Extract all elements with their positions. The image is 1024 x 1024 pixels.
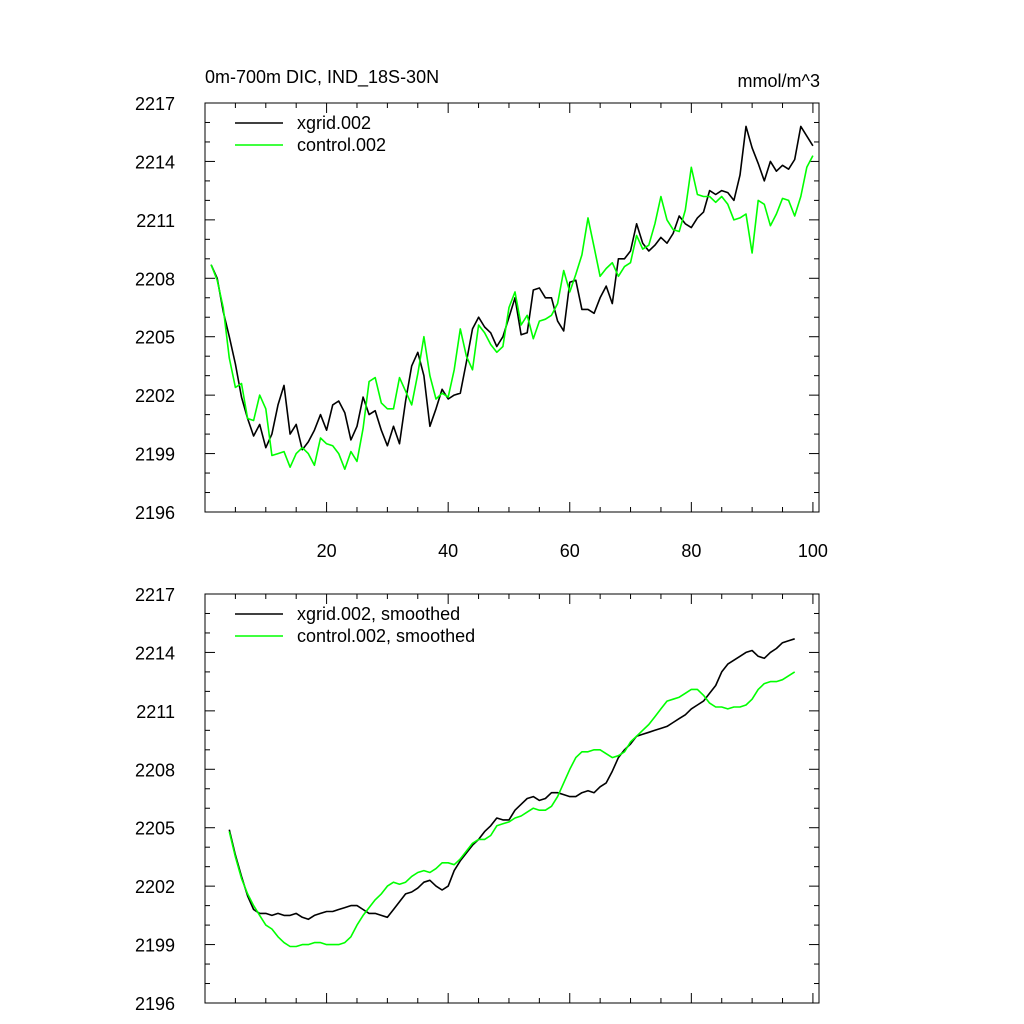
series-line-xgrid <box>228 638 795 921</box>
y-tick-label: 2205 <box>135 819 175 839</box>
y-tick-label: 2196 <box>135 994 175 1014</box>
chart-bottom: 2196 2199 2202 2205 2208 2211 2214 2217 xgrid.0… <box>135 585 820 1014</box>
legend-label: control.002 <box>297 135 386 155</box>
series-line-xgrid <box>210 125 814 451</box>
series-line-control <box>228 671 796 948</box>
y-tick-label: 2202 <box>135 877 175 897</box>
gridlines: 2196 2199 2202 2205 2208 2211 2214 2217 <box>135 585 819 1014</box>
y-tick-label: 2211 <box>136 211 175 231</box>
y-tick-label: 2199 <box>135 445 175 465</box>
y-tick-label: 2208 <box>135 760 175 780</box>
x-tick-label: 100 <box>798 541 828 561</box>
x-tick-label: 40 <box>438 541 458 561</box>
chart-title: 0m-700m DIC, IND_18S-30N <box>205 67 439 88</box>
y-tick-label: 2208 <box>135 269 175 289</box>
x-tick-label: 80 <box>681 541 701 561</box>
y-tick-label: 2202 <box>135 386 175 406</box>
y-tick-label: 2214 <box>135 152 175 172</box>
y-tick-label: 2196 <box>135 503 175 523</box>
x-tick-label: 20 <box>317 541 337 561</box>
series-line-control <box>210 155 814 471</box>
series-layer <box>228 638 796 948</box>
y-tick-label: 2214 <box>135 643 175 663</box>
plot-frame <box>204 593 820 1004</box>
legend-label: xgrid.002 <box>297 113 371 133</box>
y-tick-label: 2211 <box>136 702 175 722</box>
chart-top: 0m-700m DIC, IND_18S-30N mmol/m^3 219621… <box>135 67 828 561</box>
units-label: mmol/m^3 <box>738 71 820 91</box>
legend-label: control.002, smoothed <box>297 626 475 646</box>
y-tick-label: 2217 <box>135 94 175 114</box>
legend-label: xgrid.002, smoothed <box>297 604 460 624</box>
gridlines: 2196 2199 2202 2205 2208 2211 2214 2217 20 40 60 80… <box>135 94 828 561</box>
x-tick-label: 60 <box>560 541 580 561</box>
y-tick-label: 2217 <box>135 585 175 605</box>
series-layer <box>210 125 814 471</box>
y-tick-label: 2205 <box>135 328 175 348</box>
plot-frame <box>204 102 820 513</box>
y-tick-label: 2199 <box>135 936 175 956</box>
